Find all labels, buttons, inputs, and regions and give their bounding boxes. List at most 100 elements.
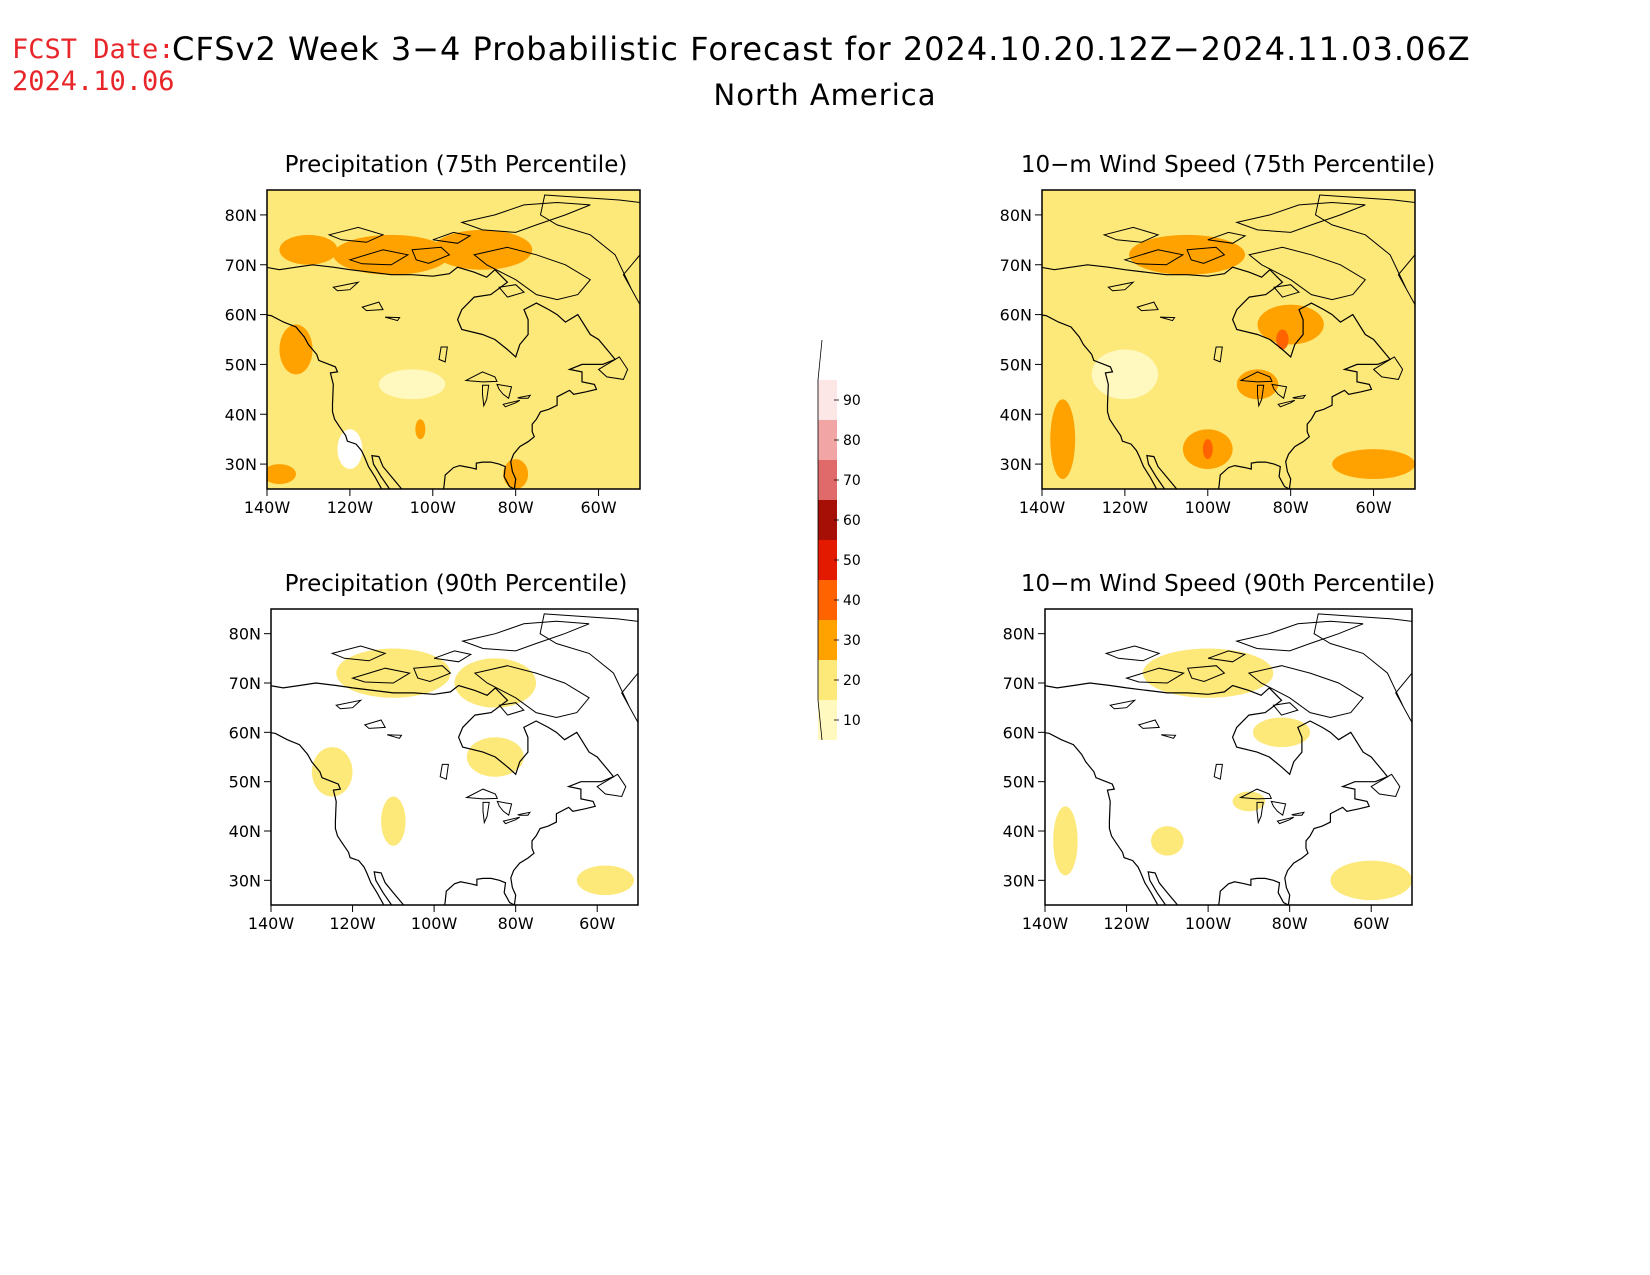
lon-tick-label: 120W xyxy=(1103,914,1150,933)
panel-field xyxy=(1045,609,1412,905)
lon-tick-label: 100W xyxy=(1185,498,1232,517)
lake-outline xyxy=(361,301,384,312)
panel-precip-90: Precipitation (90th Percentile) 80N 70N 60N… xyxy=(229,571,639,933)
lake-outline xyxy=(1213,346,1223,363)
colorbar-label: 20 xyxy=(843,673,861,689)
panel-field xyxy=(1042,190,1415,489)
lat-tick-label: 50N xyxy=(1000,355,1032,374)
lon-tick-label: 80W xyxy=(1272,914,1308,933)
lake-outline xyxy=(1213,763,1223,780)
colorbar-swatch xyxy=(818,660,837,700)
colorbar-label: 10 xyxy=(843,713,861,729)
lake-outline xyxy=(517,811,532,816)
colorbar-label: 30 xyxy=(843,633,861,649)
probability-fill xyxy=(1232,791,1266,812)
colorbar-label: 90 xyxy=(843,393,861,409)
island-outline xyxy=(596,773,627,798)
lat-tick-label: 60N xyxy=(225,306,257,325)
lake-outline xyxy=(517,394,532,399)
probability-fill xyxy=(333,234,450,275)
island-outline xyxy=(1313,613,1412,723)
lake-outline xyxy=(384,316,401,322)
island-outline xyxy=(1234,620,1364,652)
lat-tick-label: 50N xyxy=(225,355,257,374)
probability-fill xyxy=(311,747,353,797)
probability-fill xyxy=(279,234,338,265)
lat-tick-label: 60N xyxy=(1000,306,1032,325)
colorbar-label: 60 xyxy=(843,513,861,529)
lake-outline xyxy=(1107,281,1135,292)
lat-tick-label: 50N xyxy=(229,773,261,792)
lake-outline xyxy=(1161,734,1177,739)
lat-tick-label: 60N xyxy=(229,723,261,742)
lon-tick-label: 80W xyxy=(498,498,534,517)
panel-title: 10−m Wind Speed (75th Percentile) xyxy=(1021,152,1435,178)
panel-title: 10−m Wind Speed (90th Percentile) xyxy=(1021,571,1435,597)
lon-tick-label: 60W xyxy=(1355,498,1391,517)
island-outline xyxy=(597,356,629,380)
probability-fill xyxy=(336,648,451,698)
island-outline xyxy=(1207,231,1247,244)
lake-outline xyxy=(496,800,513,817)
panel-title: Precipitation (90th Percentile) xyxy=(285,571,628,597)
lake-outline xyxy=(1159,316,1176,322)
lon-tick-label: 100W xyxy=(1185,914,1232,933)
island-outline xyxy=(330,645,387,662)
island-outline xyxy=(412,665,452,683)
panel-wind-90: 10−m Wind Speed (90th Percentile) 80N 70N 6… xyxy=(1003,571,1436,933)
probability-fill xyxy=(415,419,426,440)
probability-fill xyxy=(337,429,363,470)
panel-frame xyxy=(1044,608,1413,906)
lake-outline xyxy=(387,734,403,739)
probability-fill xyxy=(576,865,634,896)
probability-fill xyxy=(1053,806,1078,876)
island-outline xyxy=(498,702,525,716)
lake-outline xyxy=(363,719,387,729)
island-outline xyxy=(460,201,591,233)
lon-tick-label: 140W xyxy=(248,914,295,933)
probability-fill xyxy=(378,369,446,400)
probability-fill xyxy=(1129,234,1246,275)
island-outline xyxy=(433,650,473,663)
colorbar-bottom-cap xyxy=(817,699,823,741)
coastline xyxy=(1045,682,1389,905)
lat-tick-label: 80N xyxy=(1000,206,1032,225)
colorbar-swatch xyxy=(818,580,837,620)
lat-tick-label: 80N xyxy=(225,206,257,225)
colorbar-swatch xyxy=(818,420,837,460)
island-outline xyxy=(1235,201,1366,233)
island-outline xyxy=(473,665,590,719)
lake-outline xyxy=(1291,811,1306,816)
island-outline xyxy=(1372,356,1404,380)
lake-outline xyxy=(502,399,521,408)
lake-outline xyxy=(1277,399,1296,408)
colorbar-label: 80 xyxy=(843,433,861,449)
coastline xyxy=(267,264,617,489)
region-subtitle: North America xyxy=(713,78,937,112)
lake-outline xyxy=(482,384,490,408)
island-outline xyxy=(1272,702,1299,716)
lat-tick-label: 70N xyxy=(225,256,257,275)
probability-fill xyxy=(1050,399,1076,480)
lat-tick-label: 30N xyxy=(1000,455,1032,474)
island-outline xyxy=(348,249,410,266)
probability-fill xyxy=(1257,304,1324,345)
lat-tick-label: 30N xyxy=(1003,871,1035,890)
probability-fill xyxy=(1151,826,1184,856)
island-outline xyxy=(539,194,640,305)
lat-tick-label: 80N xyxy=(229,625,261,644)
probability-fill xyxy=(432,229,533,270)
lat-tick-label: 30N xyxy=(229,871,261,890)
lat-tick-label: 70N xyxy=(1003,674,1035,693)
colorbar-top-cap xyxy=(817,339,823,381)
island-outline xyxy=(411,246,451,264)
lake-outline xyxy=(335,699,363,710)
lake-outline xyxy=(1239,371,1273,383)
lake-outline xyxy=(439,763,449,780)
island-outline xyxy=(1248,246,1367,301)
island-outline xyxy=(432,231,472,244)
lake-outline xyxy=(1292,394,1307,399)
island-outline xyxy=(1186,665,1226,683)
island-outline xyxy=(327,226,385,243)
colorbar-swatch xyxy=(818,620,837,660)
